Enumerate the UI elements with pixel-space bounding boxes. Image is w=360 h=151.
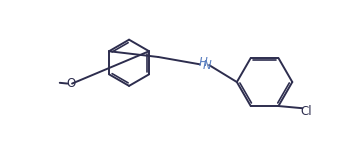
- Text: H: H: [199, 56, 207, 69]
- Text: Cl: Cl: [300, 105, 312, 118]
- Text: N: N: [203, 59, 212, 72]
- Text: O: O: [66, 77, 75, 90]
